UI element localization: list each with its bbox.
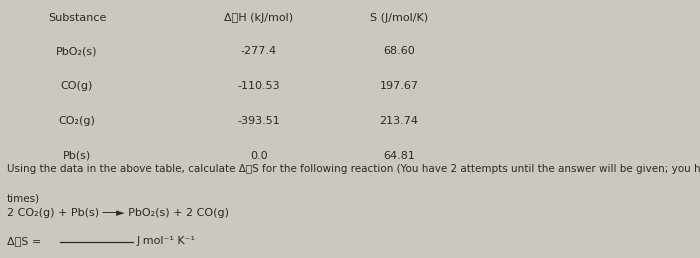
Text: 64.81: 64.81 (383, 151, 415, 161)
Text: Pb(s): Pb(s) (63, 151, 91, 161)
Text: S (J/mol/K): S (J/mol/K) (370, 13, 428, 23)
Text: 0.0: 0.0 (250, 151, 268, 161)
Text: 2 CO₂(g) + Pb(s) ──► PbO₂(s) + 2 CO(g): 2 CO₂(g) + Pb(s) ──► PbO₂(s) + 2 CO(g) (7, 208, 229, 218)
Text: times): times) (7, 194, 40, 204)
Text: 68.60: 68.60 (383, 46, 415, 57)
Text: Substance: Substance (48, 13, 106, 23)
Text: -110.53: -110.53 (238, 81, 280, 91)
Text: ΔᴯH (kJ/mol): ΔᴯH (kJ/mol) (225, 13, 293, 23)
Text: CO(g): CO(g) (61, 81, 93, 91)
Text: ΔᴯS =: ΔᴯS = (7, 236, 41, 246)
Text: Using the data in the above table, calculate ΔᴯS for the following reaction (You: Using the data in the above table, calcu… (7, 164, 700, 174)
Text: -393.51: -393.51 (237, 116, 281, 126)
Text: PbO₂(s): PbO₂(s) (56, 46, 98, 57)
Text: CO₂(g): CO₂(g) (59, 116, 95, 126)
Text: J mol⁻¹ K⁻¹: J mol⁻¹ K⁻¹ (136, 236, 195, 246)
Text: 213.74: 213.74 (379, 116, 419, 126)
Text: 197.67: 197.67 (379, 81, 419, 91)
Text: -277.4: -277.4 (241, 46, 277, 57)
